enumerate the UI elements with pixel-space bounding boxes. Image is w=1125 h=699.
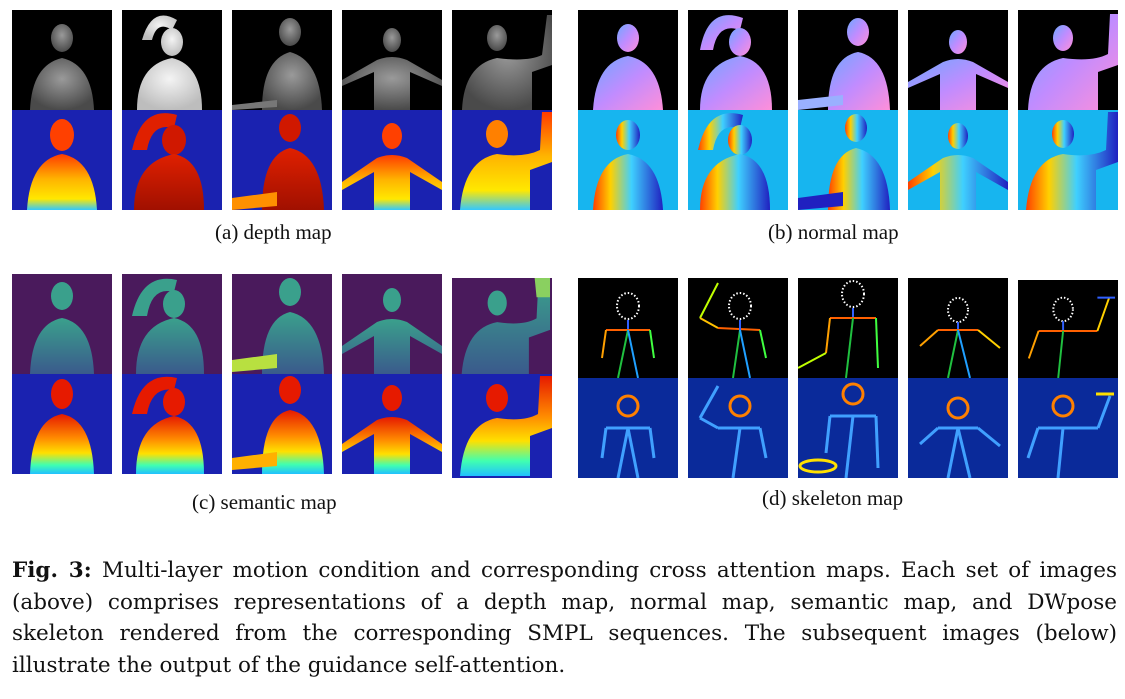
semantic-tile: [12, 274, 112, 374]
panel-a-label: (a) depth map: [215, 220, 332, 244]
normal-tile: [688, 10, 788, 110]
semantic-tile: [122, 274, 222, 374]
semantic-attention-tile: [122, 374, 222, 474]
semantic-attention-tile: [452, 374, 552, 478]
depth-tile: [342, 10, 442, 110]
normal-tile: [908, 10, 1008, 110]
depth-tile: [232, 10, 332, 110]
skeleton-attention-tile: [798, 378, 898, 478]
skeleton-tile: [908, 278, 1008, 378]
figure-caption-text: Multi-layer motion condition and corresp…: [12, 558, 1117, 678]
depth-attention-tile: [12, 110, 112, 210]
skeleton-tile: [1018, 280, 1118, 378]
semantic-attention-tile: [12, 374, 112, 474]
skeleton-tile: [798, 278, 898, 378]
panel-b-label: (b) normal map: [768, 220, 899, 244]
figure-caption: Fig. 3: Multi-layer motion condition and…: [12, 555, 1117, 681]
semantic-attention-tile: [342, 374, 442, 474]
depth-attention-tile: [342, 110, 442, 210]
semantic-attention-tile: [232, 374, 332, 474]
panel-c-label: (c) semantic map: [192, 490, 337, 514]
semantic-tile: [452, 278, 552, 374]
depth-attention-tile: [452, 110, 552, 210]
skeleton-attention-tile: [1018, 378, 1118, 478]
semantic-tile: [342, 274, 442, 374]
depth-tile: [12, 10, 112, 110]
depth-attention-tile: [122, 110, 222, 210]
depth-tile: [122, 10, 222, 110]
figure-caption-prefix: Fig. 3:: [12, 558, 92, 583]
skeleton-attention-tile: [908, 378, 1008, 478]
normal-tile: [1018, 10, 1118, 110]
semantic-tile: [232, 274, 332, 374]
skeleton-attention-tile: [578, 378, 678, 478]
skeleton-attention-tile: [688, 378, 788, 478]
normal-attention-tile: [908, 110, 1008, 210]
normal-tile: [798, 10, 898, 110]
normal-attention-tile: [798, 110, 898, 210]
normal-attention-tile: [578, 110, 678, 210]
depth-attention-tile: [232, 110, 332, 210]
normal-tile: [578, 10, 678, 110]
panel-d-label: (d) skeleton map: [762, 486, 904, 510]
depth-tile: [452, 10, 552, 110]
skeleton-tile: [688, 278, 788, 378]
skeleton-tile: [578, 278, 678, 378]
normal-attention-tile: [688, 110, 788, 210]
normal-attention-tile: [1018, 110, 1118, 210]
